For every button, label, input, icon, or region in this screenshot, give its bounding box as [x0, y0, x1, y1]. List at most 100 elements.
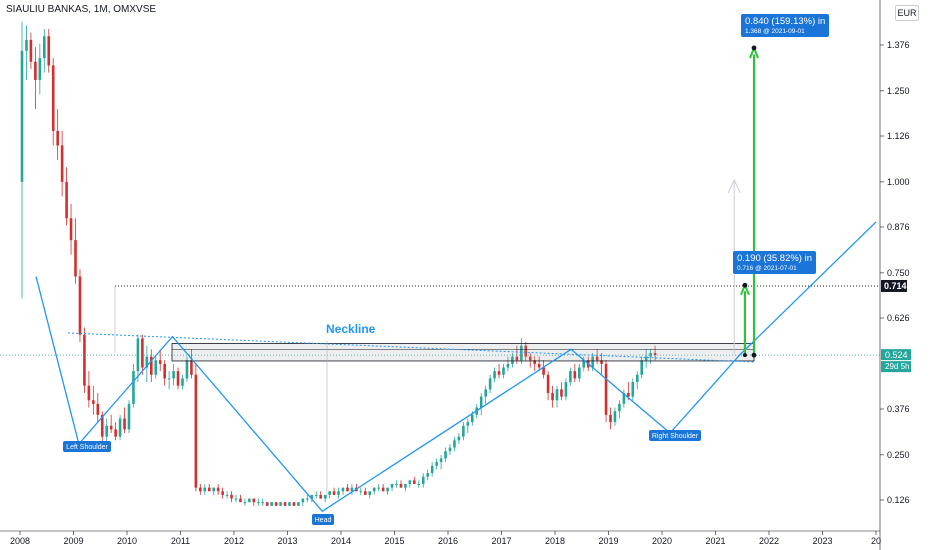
y-tick-label: 0.626 [887, 313, 910, 323]
candle-body [256, 502, 260, 504]
candle-body [292, 502, 296, 506]
y-tick-label: 1.000 [887, 177, 910, 187]
short-target-dot [742, 282, 748, 288]
y-tick-label: 0.750 [887, 268, 910, 278]
y-tick-label: 1.376 [887, 40, 910, 50]
target-label-long-price: 1.368 @ 2021-09-01 [745, 28, 805, 35]
candle-body [252, 498, 256, 503]
candle-body [622, 392, 626, 404]
x-tick-label: 2015 [384, 536, 404, 546]
candle-body [332, 491, 336, 495]
currency-button[interactable]: EUR [895, 5, 919, 21]
candle-body [65, 181, 68, 219]
candle-body [301, 498, 305, 503]
candle-body [595, 356, 599, 361]
candle-body [399, 483, 403, 488]
candle-body [29, 39, 33, 62]
candle-body [430, 465, 434, 474]
candle-body [528, 356, 532, 361]
candle-body [484, 389, 487, 397]
candle-body [600, 360, 603, 364]
countdown-tag [881, 361, 911, 373]
candle-body [542, 367, 545, 375]
candle-body [132, 371, 135, 404]
neckline-box [171, 343, 755, 362]
candle-body [203, 487, 207, 492]
x-tick-label: 2009 [63, 536, 83, 546]
x-tick-label: 2022 [759, 536, 779, 546]
candle-body [635, 374, 639, 383]
candle-body [537, 363, 541, 368]
short-start-dot [742, 353, 747, 358]
x-tick-label: 2020 [652, 536, 672, 546]
candle-body [199, 487, 202, 492]
target-label-short: 0.190 (35.82%) in 0.716 @ 2021-07-01 [733, 251, 816, 274]
candle-body [372, 487, 376, 492]
candle-body [350, 487, 354, 492]
long-target-dot [751, 45, 757, 51]
neckline-dotted [67, 332, 755, 363]
candle-body [167, 378, 171, 380]
candle-body [417, 483, 421, 485]
candle-body [92, 400, 95, 404]
left-shoulder-label: Left Shoulder [66, 444, 108, 451]
candle-body [497, 371, 501, 375]
candle-body [265, 502, 269, 506]
candle-body [555, 389, 559, 401]
x-tick-label: 2021 [705, 536, 725, 546]
candle-body [631, 382, 635, 397]
neckline-label: Neckline [326, 322, 376, 336]
candle-body [154, 360, 158, 375]
candle-body [386, 487, 389, 492]
candle-body [368, 491, 372, 495]
candle-body [288, 502, 291, 506]
candle-body [190, 360, 193, 375]
candle-body [462, 425, 465, 437]
x-tick-label: 2017 [491, 536, 511, 546]
chart-title: SIAULIU BANKAS, 1M, OMXVSE [6, 4, 157, 15]
candle-body [127, 403, 131, 430]
y-tick-label: 0.376 [887, 404, 910, 414]
candle-body [87, 385, 91, 401]
candle-body [83, 334, 86, 386]
candle-body [310, 494, 314, 499]
candle-body [466, 422, 470, 426]
y-tick-label: 0.250 [887, 450, 910, 460]
candle-body [426, 473, 430, 477]
candle-body [573, 371, 577, 379]
x-tick-label: 2008 [10, 536, 30, 546]
candle-body [582, 360, 586, 368]
candle-body [435, 462, 438, 466]
candle-body [377, 487, 380, 489]
candle-body [627, 392, 630, 397]
x-tick-label: 2013 [277, 536, 297, 546]
candle-body [569, 371, 572, 383]
candle-body [618, 403, 621, 412]
candle-body [207, 487, 211, 492]
candle-body [363, 491, 367, 495]
x-tick-label: 2018 [545, 536, 565, 546]
candle-body [453, 440, 456, 448]
candle-body [109, 425, 113, 430]
x-tick-label: 2011 [171, 536, 190, 546]
candle-body [533, 360, 537, 364]
candle-body [172, 371, 175, 379]
candle-body [47, 36, 51, 66]
current-price-tag [881, 349, 911, 361]
head-label-bg [312, 514, 334, 525]
candle-body [114, 429, 117, 437]
candle-body [181, 378, 184, 386]
candle-body [546, 374, 550, 393]
candle-body [591, 356, 594, 368]
candle-body [577, 367, 581, 379]
x-tick-label: 20 [871, 536, 881, 546]
candle-body [158, 360, 162, 364]
candle-body [502, 367, 505, 375]
level-price-text: 0.714 [884, 281, 907, 291]
candle-body [560, 389, 563, 397]
candle-body [185, 360, 189, 379]
candle-body [149, 356, 153, 375]
candle-body [56, 130, 59, 146]
candle-body [78, 276, 82, 335]
